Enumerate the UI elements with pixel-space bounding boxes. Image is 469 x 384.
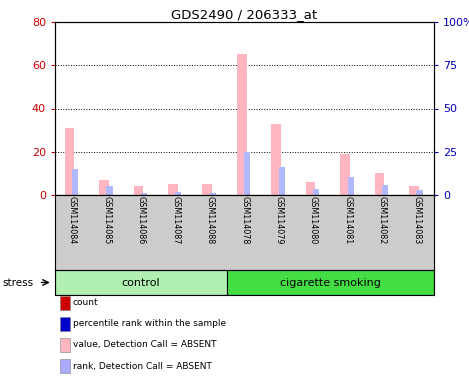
Bar — [134, 186, 143, 195]
Text: GSM114081: GSM114081 — [343, 197, 352, 245]
Bar — [348, 177, 354, 195]
Text: cigarette smoking: cigarette smoking — [280, 278, 381, 288]
Text: GSM114087: GSM114087 — [171, 197, 180, 245]
Bar — [382, 185, 388, 195]
Title: GDS2490 / 206333_at: GDS2490 / 206333_at — [172, 8, 318, 21]
Bar — [175, 192, 182, 195]
Text: control: control — [122, 278, 160, 288]
Bar — [55, 270, 227, 295]
Bar — [106, 186, 113, 195]
Text: GSM114078: GSM114078 — [240, 197, 249, 245]
Text: GSM114086: GSM114086 — [136, 197, 146, 245]
Bar — [244, 152, 250, 195]
Bar — [168, 184, 178, 195]
Bar — [141, 193, 147, 195]
Bar — [72, 169, 78, 195]
Text: GSM114083: GSM114083 — [412, 197, 421, 245]
Bar — [237, 55, 247, 195]
Text: stress: stress — [2, 278, 33, 288]
Bar — [203, 184, 212, 195]
Bar — [279, 167, 285, 195]
Text: GSM114085: GSM114085 — [102, 197, 111, 245]
Bar — [210, 193, 216, 195]
Bar — [227, 270, 434, 295]
Bar — [340, 154, 350, 195]
Bar — [409, 186, 419, 195]
Text: percentile rank within the sample: percentile rank within the sample — [73, 319, 226, 328]
Bar — [99, 180, 109, 195]
Bar — [375, 173, 385, 195]
Text: GSM114079: GSM114079 — [274, 197, 283, 245]
Text: rank, Detection Call = ABSENT: rank, Detection Call = ABSENT — [73, 362, 212, 371]
Bar — [272, 124, 281, 195]
Bar — [306, 182, 316, 195]
Text: count: count — [73, 298, 98, 307]
Text: GSM114088: GSM114088 — [205, 197, 214, 245]
Bar — [416, 190, 423, 195]
Text: GSM114082: GSM114082 — [378, 197, 387, 245]
Bar — [65, 128, 74, 195]
Text: GSM114080: GSM114080 — [309, 197, 318, 245]
Bar — [313, 189, 319, 195]
Text: value, Detection Call = ABSENT: value, Detection Call = ABSENT — [73, 341, 216, 349]
Text: GSM114084: GSM114084 — [68, 197, 77, 245]
